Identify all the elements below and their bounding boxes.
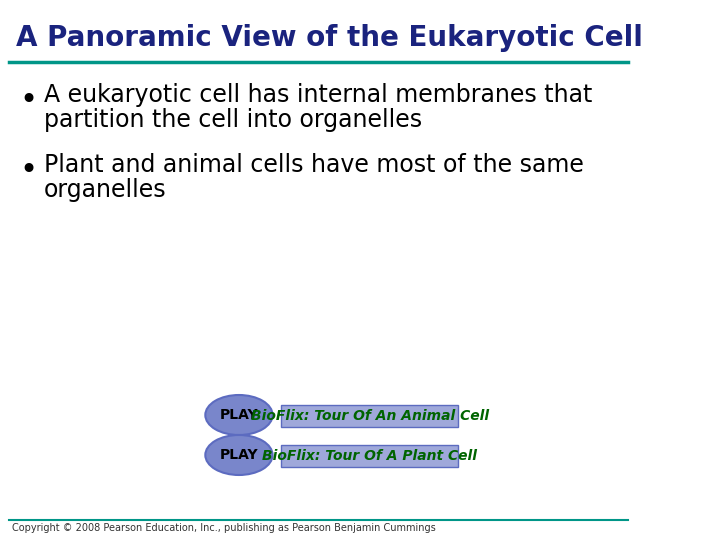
FancyBboxPatch shape	[282, 445, 459, 467]
Text: A Panoramic View of the Eukaryotic Cell: A Panoramic View of the Eukaryotic Cell	[16, 24, 643, 52]
Text: BioFlix: Tour Of An Animal Cell: BioFlix: Tour Of An Animal Cell	[251, 409, 489, 423]
Text: PLAY: PLAY	[220, 448, 258, 462]
Text: •: •	[19, 156, 37, 185]
FancyBboxPatch shape	[282, 405, 459, 427]
Text: PLAY: PLAY	[220, 408, 258, 422]
Text: A eukaryotic cell has internal membranes that: A eukaryotic cell has internal membranes…	[44, 83, 593, 107]
Text: organelles: organelles	[44, 178, 167, 202]
Ellipse shape	[205, 435, 273, 475]
Text: BioFlix: Tour Of A Plant Cell: BioFlix: Tour Of A Plant Cell	[262, 449, 477, 463]
Text: Plant and animal cells have most of the same: Plant and animal cells have most of the …	[44, 153, 584, 177]
Text: Copyright © 2008 Pearson Education, Inc., publishing as Pearson Benjamin Cumming: Copyright © 2008 Pearson Education, Inc.…	[12, 523, 436, 533]
Ellipse shape	[205, 395, 273, 435]
Text: partition the cell into organelles: partition the cell into organelles	[44, 108, 423, 132]
Text: •: •	[19, 85, 37, 114]
